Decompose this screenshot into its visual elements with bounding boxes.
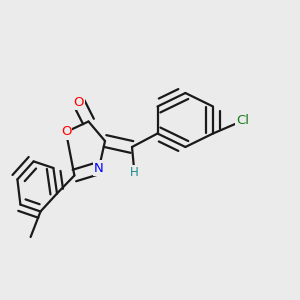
Text: H: H [130,166,139,179]
Text: N: N [94,161,104,175]
Text: Cl: Cl [236,114,250,127]
Text: O: O [74,95,84,109]
Text: O: O [61,125,71,139]
